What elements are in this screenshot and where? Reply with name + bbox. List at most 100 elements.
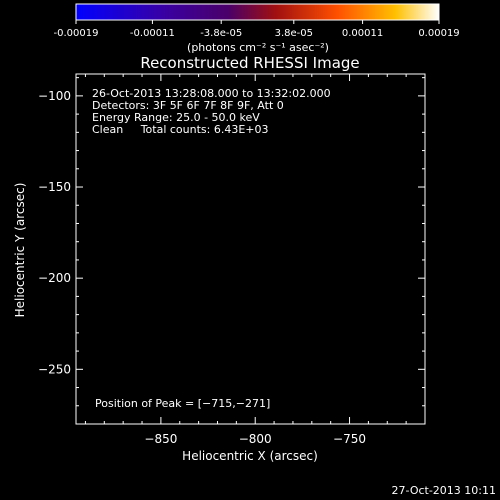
heatmap-cell: [125, 200, 132, 207]
heatmap-cell: [342, 361, 349, 368]
heatmap-cell: [335, 382, 342, 389]
heatmap-cell: [356, 249, 363, 256]
heatmap-cell: [377, 270, 384, 277]
heatmap-cell: [104, 410, 111, 417]
heatmap-cell: [377, 312, 384, 319]
heatmap-cell: [188, 403, 195, 410]
heatmap-cell: [90, 158, 97, 165]
heatmap-cell: [139, 116, 146, 123]
heatmap-cell: [314, 193, 321, 200]
heatmap-cell: [104, 95, 111, 102]
heatmap-cell: [209, 277, 216, 284]
heatmap-cell: [412, 109, 419, 116]
heatmap-cell: [202, 200, 209, 207]
heatmap-cell: [342, 207, 349, 214]
heatmap-cell: [167, 179, 174, 186]
heatmap-cell: [398, 361, 405, 368]
heatmap-cell: [293, 326, 300, 333]
heatmap-cell: [97, 298, 104, 305]
heatmap-cell: [132, 95, 139, 102]
heatmap-cell: [279, 375, 286, 382]
heatmap-cell: [76, 172, 83, 179]
heatmap-cell: [160, 165, 167, 172]
heatmap-cell: [237, 95, 244, 102]
heatmap-cell: [153, 249, 160, 256]
heatmap-cell: [209, 263, 216, 270]
heatmap-cell: [237, 158, 244, 165]
heatmap-cell: [132, 200, 139, 207]
heatmap-cell: [118, 235, 125, 242]
heatmap-cell: [125, 291, 132, 298]
heatmap-cell: [377, 235, 384, 242]
heatmap-cell: [76, 291, 83, 298]
heatmap-cell: [244, 109, 251, 116]
heatmap-cell: [321, 144, 328, 151]
heatmap-cell: [321, 375, 328, 382]
heatmap-cell: [146, 137, 153, 144]
heatmap-cell: [272, 340, 279, 347]
heatmap-cell: [370, 417, 377, 424]
heatmap-cell: [342, 221, 349, 228]
heatmap-cell: [132, 116, 139, 123]
heatmap-cell: [391, 193, 398, 200]
heatmap-cell: [83, 298, 90, 305]
heatmap-cell: [111, 179, 118, 186]
heatmap-cell: [244, 172, 251, 179]
heatmap-cell: [300, 221, 307, 228]
heatmap-cell: [195, 277, 202, 284]
heatmap-cell: [160, 249, 167, 256]
heatmap-cell: [384, 354, 391, 361]
heatmap-cell: [230, 256, 237, 263]
heatmap-cell: [286, 333, 293, 340]
heatmap-cell: [104, 284, 111, 291]
heatmap-cell: [356, 417, 363, 424]
axis-ticks: −850 −800 −750−100−150−200−250: [38, 74, 425, 446]
heatmap-cell: [209, 242, 216, 249]
heatmap-cell: [370, 354, 377, 361]
heatmap-cell: [314, 172, 321, 179]
heatmap-cell: [412, 228, 419, 235]
heatmap-cell: [314, 179, 321, 186]
heatmap-cell: [405, 298, 412, 305]
heatmap-cell: [237, 144, 244, 151]
heatmap-cell: [286, 88, 293, 95]
heatmap-cell: [181, 403, 188, 410]
heatmap-cell: [321, 123, 328, 130]
heatmap-cell: [209, 81, 216, 88]
colorbar-tick-label: -0.00011: [130, 28, 175, 39]
heatmap-cell: [209, 88, 216, 95]
heatmap-cell: [209, 186, 216, 193]
heatmap-cell: [370, 95, 377, 102]
heatmap-cell: [83, 347, 90, 354]
heatmap-cell: [153, 74, 160, 81]
heatmap-cell: [391, 410, 398, 417]
heatmap-cell: [293, 270, 300, 277]
heatmap-cell: [307, 95, 314, 102]
heatmap-cell: [293, 200, 300, 207]
heatmap-cell: [328, 354, 335, 361]
heatmap-cell: [125, 277, 132, 284]
heatmap-cell: [370, 375, 377, 382]
heatmap-cell: [202, 256, 209, 263]
heatmap-cell: [384, 137, 391, 144]
heatmap-cell: [160, 207, 167, 214]
heatmap-cell: [209, 235, 216, 242]
heatmap-cell: [118, 102, 125, 109]
heatmap-cell: [223, 221, 230, 228]
heatmap-cell: [321, 172, 328, 179]
heatmap-cell: [104, 396, 111, 403]
heatmap-cell: [167, 389, 174, 396]
heatmap-cell: [328, 165, 335, 172]
heatmap-cell: [132, 109, 139, 116]
heatmap-cell: [342, 417, 349, 424]
heatmap-cell: [377, 207, 384, 214]
heatmap-cell: [111, 242, 118, 249]
heatmap-cell: [412, 172, 419, 179]
heatmap-cell: [356, 158, 363, 165]
heatmap-cell: [363, 417, 370, 424]
heatmap-cell: [272, 88, 279, 95]
heatmap-cell: [293, 347, 300, 354]
heatmap-cell: [398, 144, 405, 151]
heatmap-cell: [111, 361, 118, 368]
heatmap-cell: [139, 249, 146, 256]
